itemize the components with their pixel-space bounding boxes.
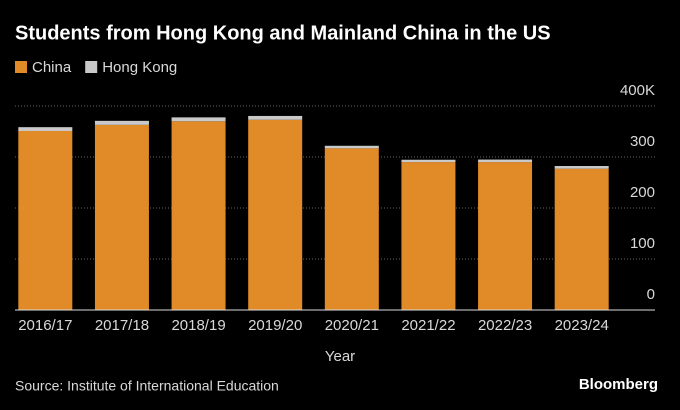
x-tick-label: 2022/23 xyxy=(478,317,532,334)
bar-segment xyxy=(324,145,379,149)
source: Source: Institute of International Educa… xyxy=(15,378,279,394)
bar-segment xyxy=(478,162,533,310)
y-tick-label: 0 xyxy=(647,286,655,303)
bar-segment xyxy=(171,117,226,122)
legend-swatch xyxy=(85,61,98,73)
bar-segment xyxy=(248,115,303,120)
bar-segment xyxy=(324,148,379,310)
bar-segment xyxy=(94,124,149,311)
legend-label: China xyxy=(32,59,72,76)
x-tick-label: 2020/21 xyxy=(325,317,379,334)
bar-segment xyxy=(554,168,609,310)
y-tick-label: 100 xyxy=(630,235,655,252)
bar-segment xyxy=(18,127,73,131)
bar-segment xyxy=(18,130,73,310)
x-tick-label: 2018/19 xyxy=(171,317,225,334)
bar-segment xyxy=(171,121,226,310)
bar-segment xyxy=(248,119,303,311)
bar-segment xyxy=(401,159,456,163)
x-tick-label: 2019/20 xyxy=(248,317,302,334)
legend-label: Hong Kong xyxy=(102,59,177,76)
bar-segment xyxy=(554,166,609,169)
y-tick-label: 300 xyxy=(630,133,655,150)
y-tick-label: 200 xyxy=(630,184,655,201)
y-tick-label: 400K xyxy=(620,82,655,99)
bar-segment xyxy=(478,159,533,163)
chart-title: Students from Hong Kong and Mainland Chi… xyxy=(15,22,551,44)
x-tick-label: 2023/24 xyxy=(555,317,609,334)
credit: Bloomberg xyxy=(579,376,658,393)
bar-segment xyxy=(401,162,456,310)
bar-segment xyxy=(94,120,149,125)
x-tick-label: 2021/22 xyxy=(401,317,455,334)
x-axis-title: Year xyxy=(325,348,355,365)
x-tick-label: 2016/17 xyxy=(18,317,72,334)
legend-swatch xyxy=(15,61,27,73)
x-tick-label: 2017/18 xyxy=(95,317,149,334)
